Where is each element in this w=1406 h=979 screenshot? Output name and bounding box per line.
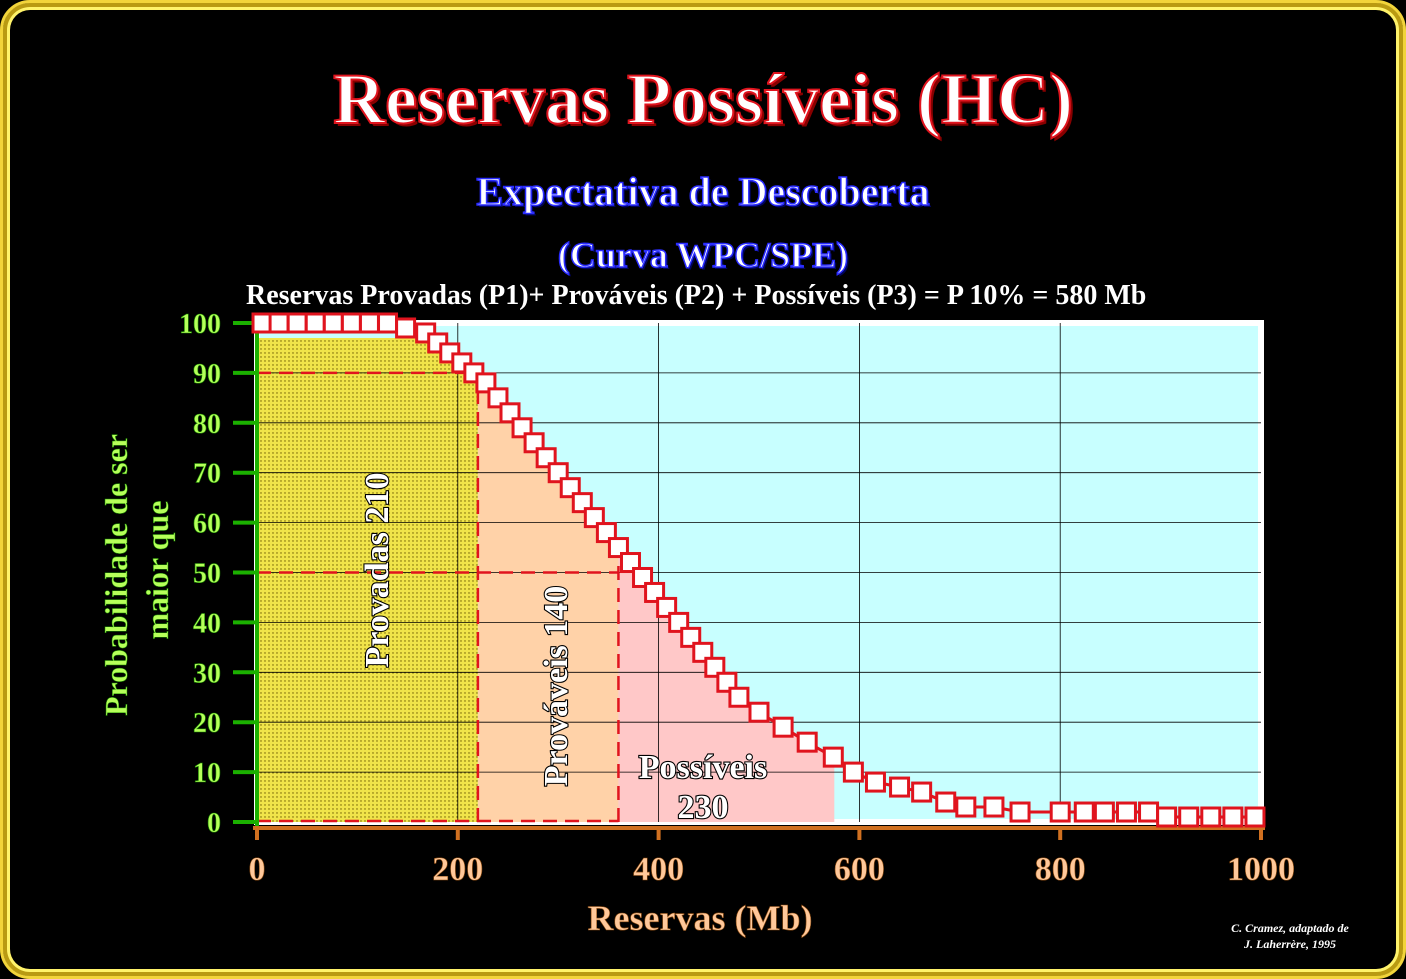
curve-point-57 (1244, 806, 1266, 828)
y-tick-label-0: 0 (207, 808, 221, 839)
curve-point-37 (772, 716, 794, 738)
curve-point-40 (842, 761, 864, 783)
y-tick-label-80: 80 (193, 409, 221, 440)
curve-point-8 (395, 317, 417, 339)
y-tick-label-100: 100 (179, 309, 221, 340)
y-tick-label-40: 40 (193, 608, 221, 639)
curve-point-44 (935, 791, 957, 813)
x-tick-label-1000: 1000 (1227, 851, 1295, 888)
curve-point-52 (1138, 801, 1160, 823)
curve-point-36 (748, 701, 770, 723)
curve-point-38 (796, 731, 818, 753)
y-tick-label-10: 10 (193, 758, 221, 789)
curve-point-42 (889, 776, 911, 798)
axes (233, 319, 1265, 840)
curve-point-41 (864, 771, 886, 793)
x-tick-label-600: 600 (834, 851, 885, 888)
curve-point-45 (955, 796, 977, 818)
curve-point-5 (340, 312, 362, 334)
slide-title: Reservas Possíveis (HC) (332, 58, 1074, 140)
y-tick-label-90: 90 (193, 359, 221, 390)
slide-subtitle: Expectativa de Descoberta (476, 168, 931, 215)
credit: C. Cramez, adaptado de J. Laherrère, 199… (1210, 920, 1370, 952)
curve-point-6 (358, 312, 380, 334)
credit-line-1: C. Cramez, adaptado de (1231, 921, 1349, 935)
x-tick-label-0: 0 (249, 851, 266, 888)
region-1 (477, 376, 619, 822)
region-0 (257, 337, 478, 822)
x-tick-label-400: 400 (633, 851, 684, 888)
curve-point-50 (1093, 801, 1115, 823)
curve-point-0 (251, 312, 273, 334)
x-axis-label: Reservas (Mb) (588, 898, 813, 938)
curve-point-7 (377, 312, 399, 334)
y-tick-label-50: 50 (193, 559, 221, 590)
curve-point-1 (268, 312, 290, 334)
curve-point-49 (1073, 801, 1095, 823)
x-tick-label-200: 200 (432, 851, 483, 888)
summary-equation: Reservas Provadas (P1)+ Prováveis (P2) +… (246, 280, 1147, 311)
curve-point-47 (1009, 801, 1031, 823)
y-axis-label-line2: maior que (139, 501, 175, 640)
curve-point-53 (1156, 806, 1178, 828)
region-label-possiveis-value: 230 (678, 789, 729, 826)
region-label-provaveis: Prováveis 140 (538, 586, 575, 787)
curve-point-54 (1178, 806, 1200, 828)
curve-point-56 (1222, 806, 1244, 828)
curve-point-43 (911, 781, 933, 803)
region-labels: Provadas 210 Prováveis 140 Possíveis 230 (358, 471, 768, 827)
curve-point-55 (1200, 806, 1222, 828)
curve-point-48 (1049, 801, 1071, 823)
curve-point-51 (1115, 801, 1137, 823)
curve-point-35 (728, 686, 750, 708)
curve-point-46 (983, 796, 1005, 818)
y-tick-label-70: 70 (193, 459, 221, 490)
x-tick-label-800: 800 (1035, 851, 1086, 888)
curve-point-4 (322, 312, 344, 334)
y-tick-label-60: 60 (193, 509, 221, 540)
y-tick-label-20: 20 (193, 708, 221, 739)
curve-point-39 (822, 746, 844, 768)
curve-series (251, 312, 1266, 828)
region-label-provadas: Provadas 210 (359, 473, 396, 668)
region-label-possiveis: Possíveis (639, 749, 767, 786)
credit-line-2: J. Laherrère, 1995 (1244, 937, 1336, 951)
guide-lines (257, 371, 620, 823)
y-axis-label-line1: Probabilidade de ser (98, 434, 134, 716)
slide-subtitle-2: (Curva WPC/SPE) (557, 234, 849, 276)
curve-point-3 (304, 312, 326, 334)
curve-point-2 (286, 312, 308, 334)
y-tick-label-30: 30 (193, 658, 221, 689)
